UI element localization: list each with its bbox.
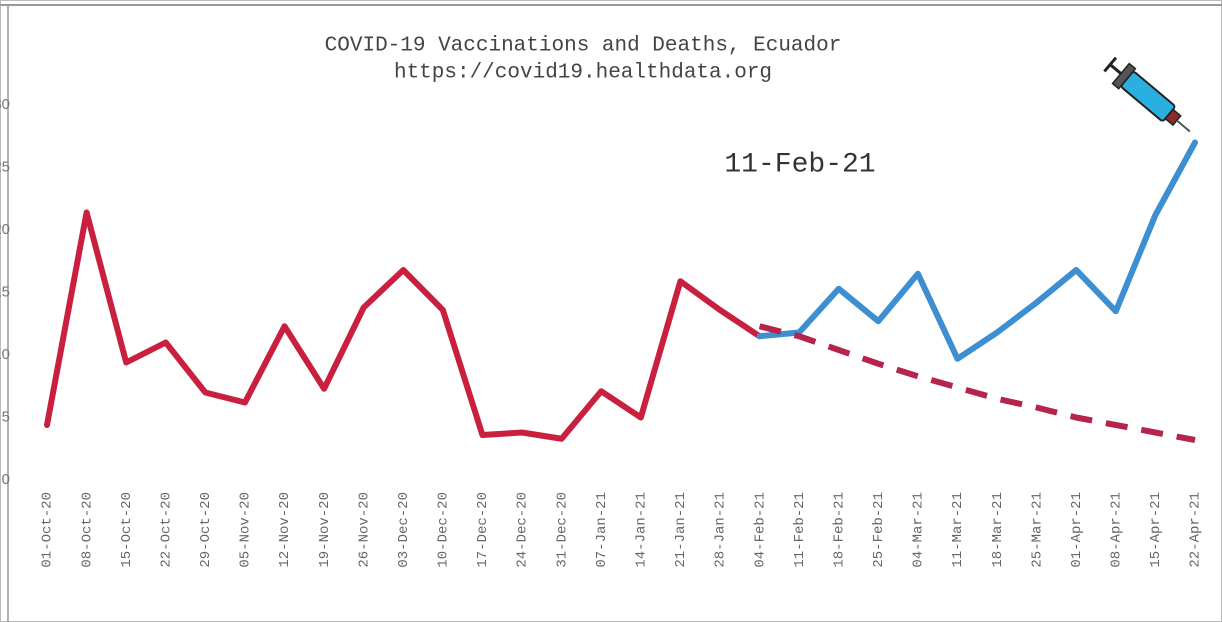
x-tick-label: 14-Jan-21 <box>633 492 649 568</box>
y-tick-label: 5 <box>2 408 10 425</box>
x-tick-label: 08-Apr-21 <box>1109 492 1125 568</box>
x-tick-label: 07-Jan-21 <box>594 492 610 568</box>
x-tick-label: 22-Apr-21 <box>1188 492 1204 568</box>
x-tick-label: 25-Mar-21 <box>1029 492 1045 568</box>
x-tick-label: 29-Oct-20 <box>198 492 214 568</box>
x-tick-label: 17-Dec-20 <box>475 492 491 568</box>
x-tick-label: 11-Feb-21 <box>792 492 808 568</box>
x-tick-label: 15-Apr-21 <box>1148 492 1164 568</box>
y-tick-label: 30 <box>0 96 10 113</box>
x-tick-label: 03-Dec-20 <box>396 492 412 568</box>
x-tick-label: 05-Nov-20 <box>238 492 254 568</box>
x-tick-label: 01-Oct-20 <box>40 492 56 568</box>
x-tick-label: 31-Dec-20 <box>554 492 570 568</box>
x-tick-label: 28-Jan-21 <box>713 492 729 568</box>
x-tick-label: 19-Nov-20 <box>317 492 333 568</box>
x-tick-label: 04-Mar-21 <box>911 492 927 568</box>
chart-title: COVID-19 Vaccinations and Deaths, Ecuado… <box>325 35 842 58</box>
date-annotation: 11-Feb-21 <box>724 149 875 180</box>
x-tick-label: 10-Dec-20 <box>436 492 452 568</box>
x-tick-label: 08-Oct-20 <box>79 492 95 568</box>
x-tick-label: 22-Oct-20 <box>158 492 174 568</box>
x-tick-label: 01-Apr-21 <box>1069 492 1085 568</box>
x-tick-label: 24-Dec-20 <box>515 492 531 568</box>
x-tick-label: 21-Jan-21 <box>673 492 689 568</box>
series-line <box>758 323 1196 443</box>
x-tick-label: 18-Mar-21 <box>990 492 1006 568</box>
x-tick-label: 18-Feb-21 <box>831 492 847 568</box>
x-tick-label: 26-Nov-20 <box>356 492 372 568</box>
x-tick-label: 04-Feb-21 <box>752 492 768 568</box>
x-tick-label: 25-Feb-21 <box>871 492 887 568</box>
y-tick-label: 10 <box>0 346 10 363</box>
syringe-icon <box>1103 56 1191 133</box>
y-tick-label: 15 <box>0 283 10 300</box>
x-tick-label: 12-Nov-20 <box>277 492 293 568</box>
series-line <box>44 209 763 442</box>
y-tick-label: 0 <box>2 471 10 488</box>
chart-subtitle: https://covid19.healthdata.org <box>394 62 772 85</box>
x-tick-label: 15-Oct-20 <box>119 492 135 568</box>
y-tick-label: 20 <box>0 221 10 238</box>
y-tick-label: 25 <box>0 158 10 175</box>
x-tick-label: 11-Mar-21 <box>950 492 966 568</box>
series-line <box>756 139 1198 362</box>
